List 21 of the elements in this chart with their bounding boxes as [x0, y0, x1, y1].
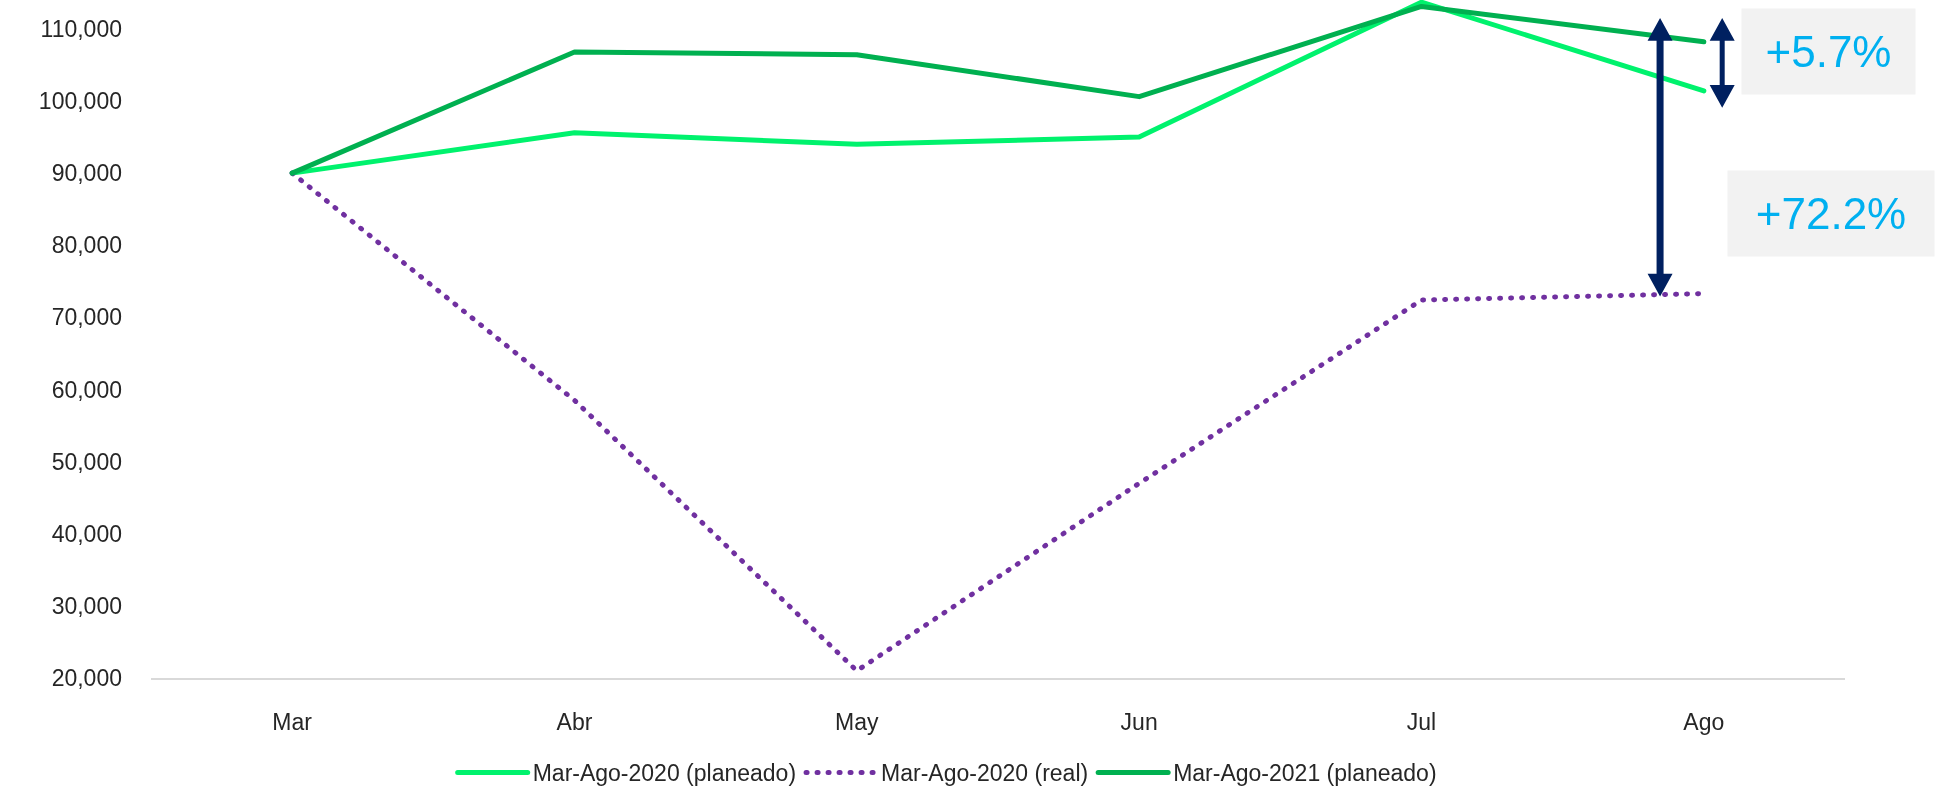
- y-tick-label: 90,000: [51, 160, 122, 187]
- x-tick-label: Jun: [1120, 708, 1158, 735]
- x-tick-label: Abr: [556, 708, 593, 735]
- x-tick-label: Ago: [1683, 708, 1725, 735]
- y-tick-label: 70,000: [51, 304, 122, 331]
- y-tick-label: 30,000: [51, 592, 122, 619]
- y-tick-label: 100,000: [38, 88, 122, 115]
- y-tick-label: 80,000: [51, 232, 122, 259]
- y-tick-label: 40,000: [51, 520, 122, 547]
- legend-label: Mar-Ago-2020 (real): [881, 760, 1089, 787]
- y-tick-label: 20,000: [51, 665, 122, 692]
- y-tick-label: 110,000: [40, 15, 122, 42]
- annotation: +5.7%: [1765, 27, 1892, 76]
- y-tick-label: 50,000: [51, 448, 122, 475]
- annotation: +72.2%: [1755, 189, 1907, 238]
- legend-label: Mar-Ago-2020 (planeado): [532, 760, 797, 787]
- x-tick-label: Jul: [1406, 708, 1437, 735]
- x-tick-label: May: [835, 708, 880, 735]
- y-tick-label: 60,000: [51, 376, 122, 403]
- legend-label: Mar-Ago-2021 (planeado): [1173, 760, 1437, 787]
- x-tick-label: Mar: [272, 708, 313, 735]
